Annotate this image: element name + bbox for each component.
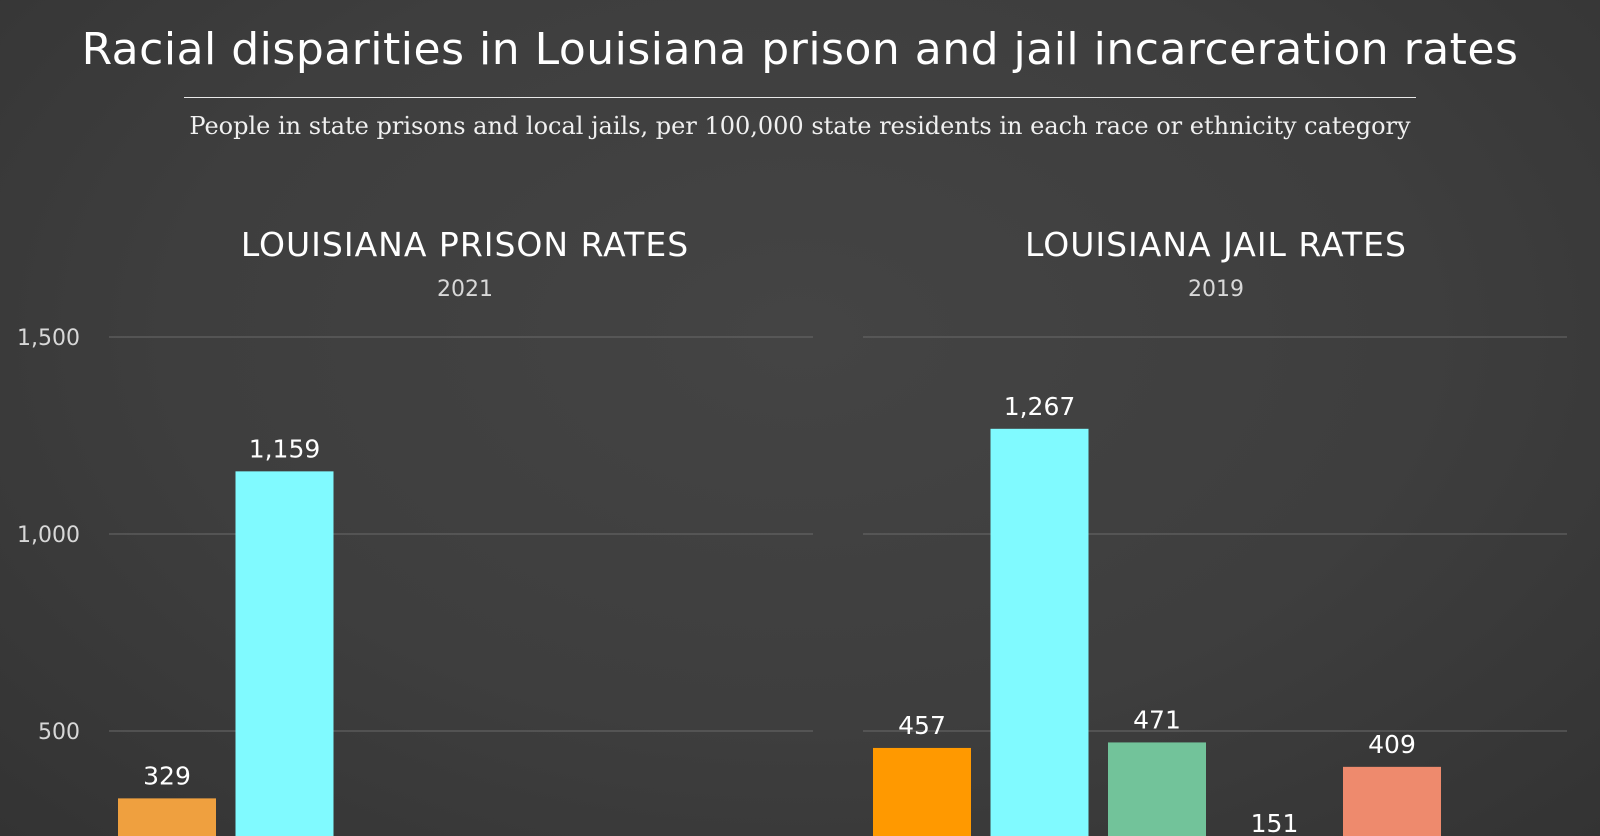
- data-label: 329: [143, 761, 191, 790]
- chart-subtitle: People in state prisons and local jails,…: [189, 112, 1411, 140]
- bar: [873, 747, 971, 836]
- data-label: 151: [1251, 809, 1299, 836]
- data-label: 457: [898, 711, 946, 740]
- bar: [235, 471, 334, 836]
- bar: [1108, 742, 1206, 836]
- title-divider: [184, 97, 1416, 98]
- chart-title: Racial disparities in Louisiana prison a…: [81, 24, 1519, 75]
- bar: [118, 798, 216, 836]
- prison-panel-year: 2021: [437, 277, 493, 302]
- data-label: 471: [1133, 705, 1181, 734]
- y-tick-label: 500: [38, 720, 80, 745]
- data-label: 1,267: [1004, 392, 1076, 421]
- bar: [990, 428, 1089, 836]
- data-label: 409: [1368, 730, 1416, 759]
- jail-panel-year: 2019: [1188, 277, 1244, 302]
- y-tick-label: 1,000: [17, 523, 80, 548]
- data-label: 1,159: [249, 434, 321, 463]
- prison-panel-title: LOUISIANA PRISON RATES: [241, 225, 689, 264]
- jail-panel-title: LOUISIANA JAIL RATES: [1025, 225, 1407, 264]
- bar: [1343, 766, 1441, 836]
- y-tick-label: 1,500: [17, 326, 80, 351]
